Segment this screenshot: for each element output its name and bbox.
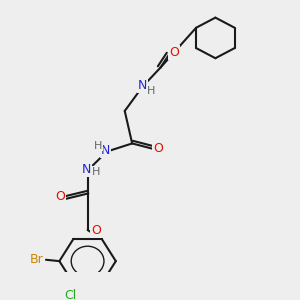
Text: H: H (92, 167, 100, 177)
Text: O: O (55, 190, 65, 203)
Text: N: N (101, 144, 110, 157)
Text: O: O (153, 142, 163, 155)
Text: O: O (169, 46, 179, 59)
Text: H: H (147, 86, 156, 97)
Text: Br: Br (30, 253, 44, 266)
Text: Cl: Cl (64, 289, 76, 300)
Text: N: N (138, 79, 147, 92)
Text: O: O (91, 224, 101, 236)
Text: N: N (81, 163, 91, 176)
Text: H: H (94, 141, 102, 151)
